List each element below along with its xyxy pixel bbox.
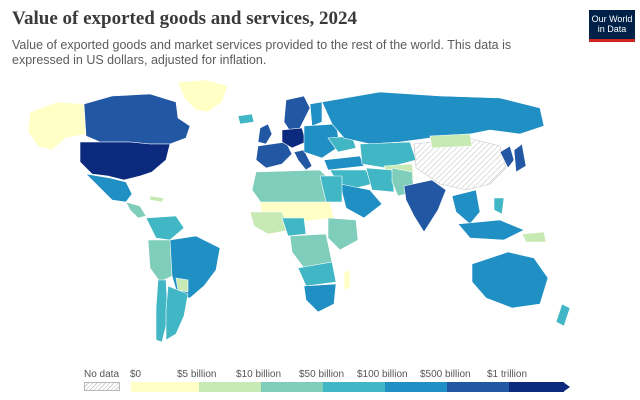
legend-bin-5 bbox=[447, 382, 509, 392]
logo-accent-bar bbox=[589, 39, 635, 42]
country-turkey[interactable] bbox=[323, 155, 365, 171]
country-canada[interactable] bbox=[83, 93, 191, 145]
country-caribbean[interactable] bbox=[149, 195, 165, 203]
country-peru-bolivia[interactable] bbox=[147, 239, 173, 283]
country-west-africa[interactable] bbox=[249, 211, 291, 235]
country-germany-benelux[interactable] bbox=[281, 127, 307, 149]
country-alaska[interactable] bbox=[27, 101, 87, 151]
legend-bin-4 bbox=[385, 382, 447, 392]
legend-arrow-icon bbox=[563, 382, 570, 392]
country-eastern-europe[interactable] bbox=[303, 123, 341, 159]
country-southern-africa[interactable] bbox=[303, 283, 337, 313]
country-iran[interactable] bbox=[365, 167, 395, 193]
country-mexico[interactable] bbox=[85, 173, 133, 203]
logo-line-2: in Data bbox=[597, 24, 627, 34]
country-central-america[interactable] bbox=[125, 201, 147, 219]
legend-tick-6: $1 trillion bbox=[487, 369, 528, 380]
chart-title: Value of exported goods and services, 20… bbox=[12, 8, 357, 29]
country-italy[interactable] bbox=[293, 149, 313, 171]
country-egypt[interactable] bbox=[319, 175, 343, 203]
legend-bin-3 bbox=[323, 382, 385, 392]
legend-no-data-swatch bbox=[84, 382, 120, 391]
country-japan[interactable] bbox=[513, 143, 527, 173]
country-china[interactable] bbox=[413, 137, 507, 191]
owid-logo[interactable]: Our World in Data bbox=[589, 10, 635, 42]
country-papua-new-guinea[interactable] bbox=[521, 231, 547, 243]
legend-bin-2 bbox=[261, 382, 323, 392]
country-kazakhstan[interactable] bbox=[359, 141, 417, 169]
country-korea-japan[interactable] bbox=[499, 145, 515, 169]
legend-tick-5: $500 billion bbox=[420, 369, 471, 380]
country-uruguay-paraguay[interactable] bbox=[175, 277, 189, 293]
legend-tick-0: $0 bbox=[130, 369, 142, 380]
country-uk-ireland[interactable] bbox=[257, 123, 273, 145]
world-choropleth-map[interactable] bbox=[0, 72, 640, 362]
logo-line-1: Our World bbox=[591, 14, 633, 24]
country-usa[interactable] bbox=[79, 141, 171, 181]
country-france-iberia[interactable] bbox=[255, 141, 293, 169]
country-southeast-asia[interactable] bbox=[451, 189, 481, 225]
country-finland[interactable] bbox=[309, 101, 323, 127]
country-philippines[interactable] bbox=[493, 197, 505, 215]
legend-tick-4: $100 billion bbox=[357, 369, 408, 380]
chart-subtitle: Value of exported goods and market servi… bbox=[12, 38, 512, 67]
country-east-africa[interactable] bbox=[327, 217, 359, 251]
map-legend: No data $0 $5 billion $10 billion $50 bi… bbox=[0, 360, 640, 400]
country-north-africa[interactable] bbox=[251, 169, 335, 205]
country-india[interactable] bbox=[403, 179, 447, 233]
legend-tick-3: $50 billion bbox=[299, 369, 345, 380]
country-russia[interactable] bbox=[321, 91, 545, 145]
country-colombia-venezuela[interactable] bbox=[145, 215, 185, 241]
country-new-zealand[interactable] bbox=[555, 303, 571, 327]
country-malaysia-indonesia[interactable] bbox=[457, 219, 525, 241]
country-iceland[interactable] bbox=[237, 113, 255, 125]
legend-bin-6 bbox=[509, 382, 564, 392]
country-greenland[interactable] bbox=[177, 79, 229, 113]
country-angola-zambia[interactable] bbox=[297, 261, 337, 287]
legend-tick-2: $10 billion bbox=[236, 369, 282, 380]
country-australia[interactable] bbox=[471, 251, 549, 309]
country-nigeria[interactable] bbox=[281, 217, 307, 237]
country-madagascar[interactable] bbox=[343, 269, 351, 291]
legend-no-data-label: No data bbox=[84, 369, 120, 380]
country-mongolia[interactable] bbox=[429, 133, 473, 149]
country-arabian-peninsula[interactable] bbox=[339, 183, 383, 219]
country-chile[interactable] bbox=[155, 279, 169, 343]
country-argentina[interactable] bbox=[165, 285, 189, 341]
legend-bin-0 bbox=[131, 382, 199, 392]
legend-tick-1: $5 billion bbox=[177, 369, 217, 380]
legend-bin-1 bbox=[199, 382, 261, 392]
